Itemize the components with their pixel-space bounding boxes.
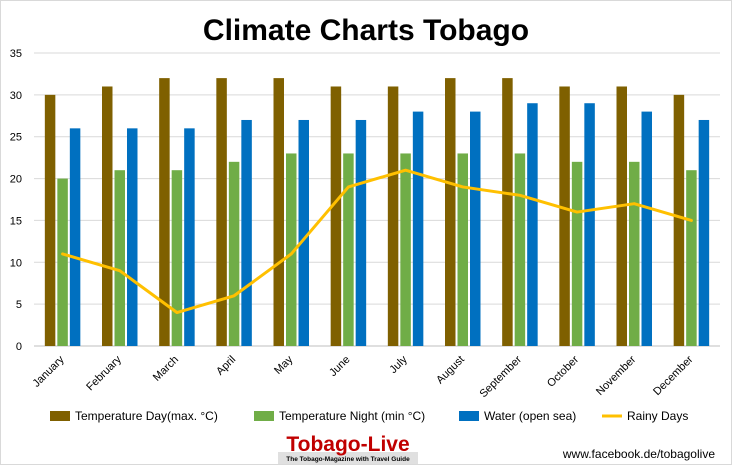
bar [616,86,627,346]
bar [559,86,570,346]
footer-logo: Tobago-Live The Tobago-Magazine with Tra… [278,433,418,464]
bar [355,119,367,346]
bar [641,111,652,346]
legend-swatch [254,411,274,421]
bar [571,161,583,346]
bar [171,170,183,346]
bar [286,153,297,346]
bar [298,119,309,346]
bar [400,153,411,346]
legend-label: Temperature Day(max. °C) [75,409,218,423]
bar [445,78,456,346]
bar [44,94,56,346]
bar [228,161,240,346]
y-tick-label: 35 [10,48,22,60]
bar [330,86,342,346]
bar [629,161,640,346]
bar [216,78,227,346]
bar [241,119,252,346]
y-tick-label: 25 [10,132,22,144]
legend: Temperature Day(max. °C) Temperature Nigh… [50,409,688,423]
bar [673,94,685,346]
bar [527,103,538,346]
bar [184,128,195,346]
line-layer [61,168,693,315]
bar [69,128,81,346]
bar [502,78,513,346]
footer-url: www.facebook.de/tobagolive [562,447,715,461]
bar [514,153,526,346]
bar [584,103,595,346]
y-tick-label: 0 [16,341,22,353]
bar [127,128,138,346]
bar [273,78,284,346]
y-tick-label: 15 [10,215,22,227]
legend-label: Water (open sea) [484,409,576,423]
bar [470,111,481,346]
bar [159,78,170,346]
y-tick-label: 10 [10,257,22,269]
logo-tagline: The Tobago-Magazine with Travel Guide [286,456,410,463]
bar [412,111,424,346]
y-tick-label: 30 [10,90,22,102]
bars-layer [44,78,710,346]
bar [343,153,354,346]
bar [457,153,468,346]
chart-title: Climate Charts Tobago [203,14,529,47]
legend-label: Rainy Days [627,409,688,423]
y-tick-label: 20 [10,174,22,186]
y-tick-label: 5 [16,299,22,311]
bar [114,170,125,346]
logo-text: Tobago-Live [286,433,409,456]
legend-swatch [50,411,70,421]
bar [57,178,68,346]
legend-label: Temperature Night (min °C) [279,409,425,423]
bar [102,86,113,346]
logo-shadow [278,452,418,464]
bar [686,170,697,346]
bar [387,86,399,346]
legend-swatch [459,411,479,421]
bar [698,119,710,346]
series-line [61,168,693,315]
